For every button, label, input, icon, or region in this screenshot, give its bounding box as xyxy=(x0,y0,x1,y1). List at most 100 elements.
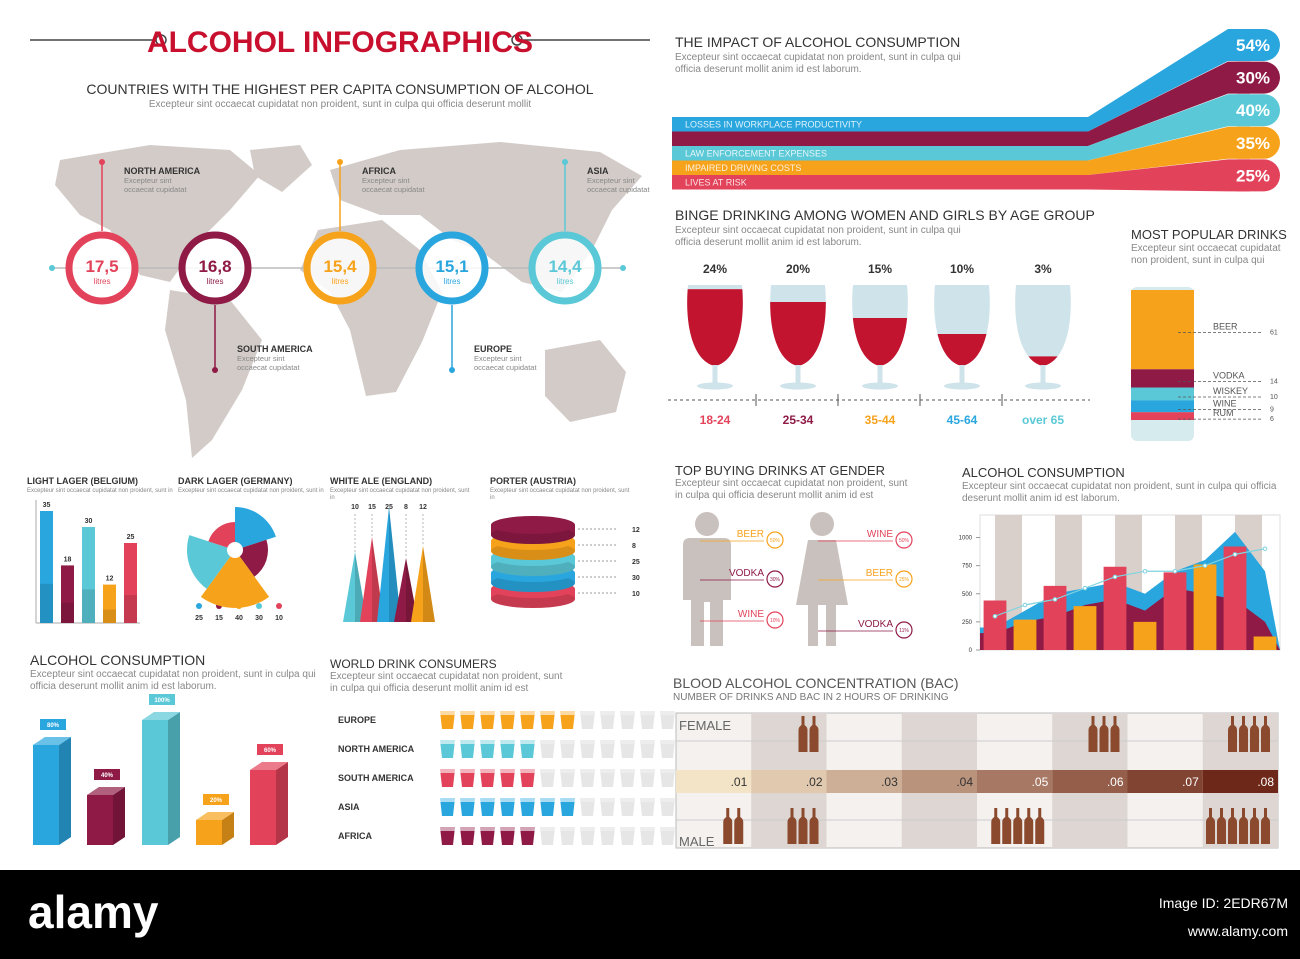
bar xyxy=(33,745,59,845)
glass xyxy=(540,740,555,758)
bottle xyxy=(787,808,797,844)
glass-rim xyxy=(580,740,595,744)
category-label: NORTH AMERICA xyxy=(338,744,415,754)
value-label: 15,1 xyxy=(435,257,468,276)
glass-stem xyxy=(877,365,883,385)
pointer-dot xyxy=(99,159,105,165)
glass-rim xyxy=(520,711,535,715)
glass-rim xyxy=(540,769,555,773)
value-label: 35 xyxy=(43,502,51,509)
bar-side-shade xyxy=(59,737,71,845)
legend-dot xyxy=(196,603,202,609)
bottle xyxy=(1002,808,1012,844)
category-label: BEER xyxy=(1213,322,1238,332)
y-tick-label: 750 xyxy=(962,564,973,570)
glass xyxy=(640,798,655,816)
glass-row xyxy=(440,769,675,787)
glass xyxy=(660,711,675,729)
value-pill xyxy=(1222,29,1280,61)
glass xyxy=(440,740,455,758)
glass xyxy=(560,711,575,729)
y-tick-label: 1000 xyxy=(959,536,973,542)
bar-shade xyxy=(103,609,116,623)
category-label: 35-44 xyxy=(865,413,896,427)
bottle xyxy=(1110,716,1120,752)
glass-row xyxy=(440,711,675,729)
value-label: 12 xyxy=(419,504,427,511)
pointer-dot xyxy=(212,367,218,373)
glass xyxy=(580,798,595,816)
value-label: 35% xyxy=(1236,134,1270,153)
glass-base xyxy=(944,382,980,390)
glass xyxy=(580,711,595,729)
value-circle xyxy=(766,570,784,588)
legend-dot xyxy=(276,603,282,609)
scale-cell xyxy=(676,770,752,793)
category-label: WINE xyxy=(738,609,764,620)
wine xyxy=(1015,356,1071,366)
woman-body xyxy=(796,540,848,646)
bottle xyxy=(734,808,744,844)
bottle xyxy=(798,716,808,752)
scale-label: .02 xyxy=(806,775,823,789)
category-label: AFRICA xyxy=(338,831,372,841)
scale-label: .08 xyxy=(1257,775,1274,789)
glass-rim xyxy=(540,711,555,715)
image-id: Image ID: 2EDR67M xyxy=(1159,895,1288,911)
bar xyxy=(103,584,116,623)
value-label: 8 xyxy=(632,543,636,550)
row-label: MALE xyxy=(679,834,715,849)
glass xyxy=(580,827,595,845)
chart-title: COUNTRIES WITH THE HIGHEST PER CAPITA CO… xyxy=(86,81,593,97)
glass-rim xyxy=(520,769,535,773)
glass xyxy=(440,711,455,729)
bottle xyxy=(991,808,1001,844)
value-box xyxy=(40,719,66,730)
glass xyxy=(480,740,495,758)
glass xyxy=(480,769,495,787)
glass-rim xyxy=(660,769,675,773)
glass-rim xyxy=(480,827,495,831)
glass xyxy=(600,827,615,845)
category-label: SOUTH AMERICA xyxy=(338,773,414,783)
map-land xyxy=(545,340,626,422)
value-label: 25 xyxy=(127,534,135,541)
glass xyxy=(460,711,475,729)
cone xyxy=(411,546,435,622)
glass xyxy=(500,798,515,816)
glass xyxy=(500,827,515,845)
y-tick-label: 500 xyxy=(962,592,973,598)
value-label: 6 xyxy=(1270,416,1274,423)
bar-side xyxy=(113,787,125,845)
value-circle xyxy=(895,531,913,549)
glass-rim xyxy=(440,798,455,802)
point xyxy=(1052,597,1058,602)
glass-rim xyxy=(600,740,615,744)
ring xyxy=(415,231,489,305)
wedge xyxy=(200,550,270,608)
value-label: 30 xyxy=(632,575,640,582)
glass-rim xyxy=(580,769,595,773)
bottle xyxy=(1217,808,1226,844)
legend-dot xyxy=(256,603,262,609)
category-label: WISKEY xyxy=(1213,386,1248,396)
glass-rim xyxy=(540,798,555,802)
glass xyxy=(640,711,655,729)
flow-band xyxy=(672,94,1250,161)
category-label: ASIA xyxy=(338,802,360,812)
glass xyxy=(640,740,655,758)
band-label: IMPAIRED DRIVING COSTS xyxy=(685,163,801,173)
bottle xyxy=(1088,716,1098,752)
value-label: 15,4 xyxy=(323,257,357,276)
bottle xyxy=(1228,716,1237,752)
bar-top xyxy=(142,712,180,720)
wedge xyxy=(186,535,235,589)
glass-rim xyxy=(480,769,495,773)
glass xyxy=(560,769,575,787)
bar-top xyxy=(87,787,125,795)
bottle xyxy=(723,808,733,844)
cone xyxy=(343,552,367,622)
glass-rim xyxy=(500,740,515,744)
glass xyxy=(560,740,575,758)
chart-title: MOST POPULAR DRINKS xyxy=(1131,227,1287,242)
